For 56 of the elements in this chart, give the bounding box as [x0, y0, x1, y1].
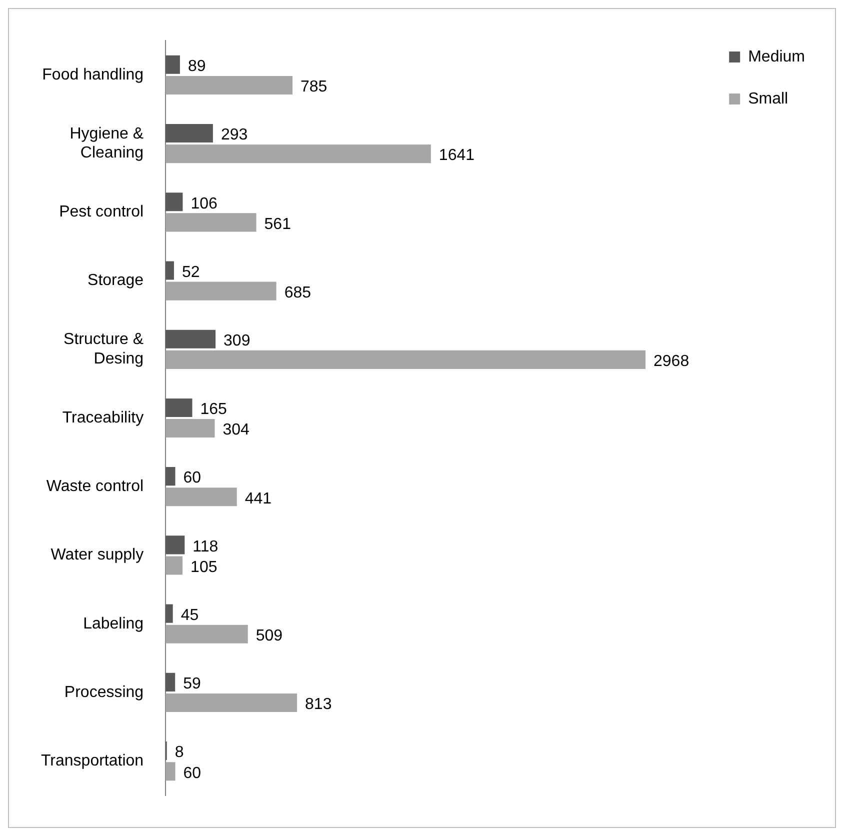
data-label: 60 [183, 470, 202, 487]
bar [166, 76, 293, 94]
bar [166, 762, 176, 781]
bar [166, 488, 237, 506]
y-tick-label: Hygiene & Cleaning [70, 125, 144, 162]
bar [166, 419, 215, 438]
bar [166, 213, 256, 232]
bar [166, 672, 176, 692]
data-label: 60 [183, 764, 202, 782]
bar [166, 604, 173, 623]
data-label: 165 [200, 401, 228, 418]
bar [166, 55, 180, 74]
data-label: 309 [224, 332, 250, 350]
data-label: 561 [264, 216, 292, 233]
data-label: 8 [174, 744, 184, 762]
y-tick-label: Processing [64, 684, 144, 701]
data-label: 106 [190, 195, 218, 212]
y-tick-label: Waste control [46, 478, 144, 496]
legend-label: Medium [748, 48, 805, 66]
data-label: 118 [192, 538, 218, 556]
data-label: 785 [300, 78, 328, 96]
data-label: 813 [305, 696, 332, 714]
data-label: 441 [244, 490, 272, 508]
data-label: 89 [188, 58, 206, 76]
bar [166, 124, 213, 142]
bar [166, 282, 276, 300]
y-tick-label: Water supply [50, 546, 144, 564]
data-label: 685 [284, 284, 312, 302]
y-tick-label: Traceability [62, 409, 144, 426]
y-tick-label: Transportation [40, 752, 144, 770]
data-label: 59 [183, 676, 202, 693]
bar [166, 694, 298, 712]
data-label: 105 [190, 558, 218, 576]
data-label: 1641 [438, 147, 475, 164]
bar [166, 330, 216, 348]
data-label: 2968 [654, 353, 690, 370]
bar [166, 624, 248, 644]
data-label: 293 [220, 126, 248, 144]
bar [166, 144, 431, 164]
bar [166, 192, 183, 212]
bar [166, 261, 174, 280]
y-tick-label: Storage [88, 272, 144, 290]
bar [166, 556, 183, 575]
y-tick-label: Pest control [59, 204, 144, 221]
legend-label: Small [748, 90, 788, 108]
data-label: 509 [256, 628, 283, 645]
bar [166, 398, 192, 417]
data-label: 304 [222, 422, 250, 439]
data-label: 52 [182, 264, 200, 281]
y-tick-label: Labeling [83, 615, 144, 632]
bar [166, 467, 176, 486]
bar [166, 350, 646, 369]
data-label: 45 [180, 606, 199, 624]
y-tick-label: Food handling [42, 66, 144, 84]
y-tick-label: Structure & Desing [64, 331, 144, 368]
bar [166, 536, 185, 554]
